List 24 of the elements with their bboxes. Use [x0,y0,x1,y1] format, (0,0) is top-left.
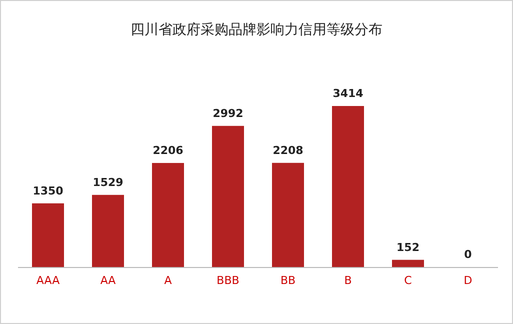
bar [92,194,124,267]
bar [212,126,244,267]
x-tick-label: C [404,274,412,287]
data-label: 2208 [272,144,304,157]
x-tick-label: B [344,274,352,287]
bar [32,203,64,267]
x-tick-label: AAA [36,274,60,287]
data-label: 2992 [212,106,244,120]
bar [152,162,184,267]
bar [392,260,424,267]
x-tick-label: BB [280,274,296,287]
data-label: 3414 [332,87,364,100]
x-tick-label: AA [100,274,116,287]
data-label: 1529 [92,176,124,189]
data-label: 1350 [32,184,64,198]
data-label: 0 [464,248,472,261]
x-tick-label: A [164,274,172,287]
x-tick-label: D [464,274,472,287]
bar [332,106,364,267]
data-label: 2206 [152,144,184,157]
chart-title: 四川省政府采购品牌影响力信用等级分布 [130,22,382,38]
bar [272,162,304,267]
data-label: 152 [396,240,420,254]
x-tick-label: BBB [216,274,240,287]
